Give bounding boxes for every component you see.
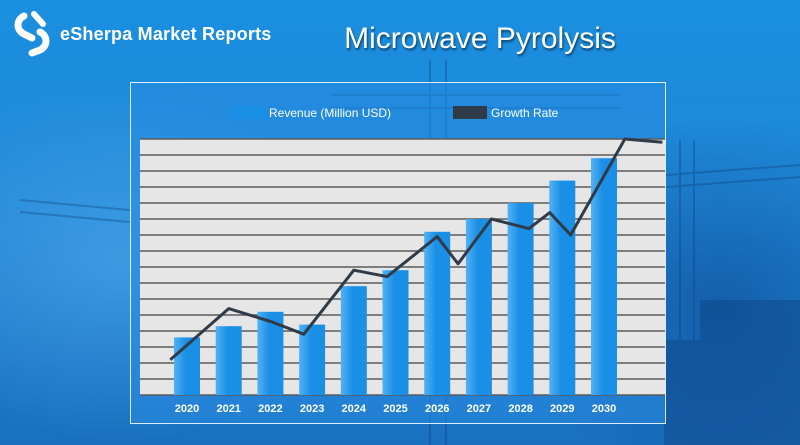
x-tick-label-2024: 2024	[342, 403, 367, 415]
brand-name: eSherpa Market Reports	[60, 23, 272, 44]
x-tick-label-2025: 2025	[383, 403, 407, 415]
legend-label-growth: Growth Rate	[491, 106, 559, 120]
bar-2024	[340, 286, 367, 395]
chart-title: Microwave Pyrolysis	[344, 22, 616, 55]
bar-2030	[591, 158, 617, 395]
bar-2028	[507, 203, 534, 395]
x-tick-label-2030: 2030	[592, 403, 616, 415]
bar-2029	[549, 180, 576, 395]
bar-2025	[382, 270, 409, 395]
esherpa-logo-icon	[14, 11, 50, 57]
x-tick-label-2023: 2023	[300, 403, 324, 415]
legend-swatch-growth	[453, 106, 487, 119]
growth-rate-line	[169, 137, 663, 361]
legend-label-revenue: Revenue (Million USD)	[269, 106, 391, 120]
chart-frame: 2020 2021 2022 2023 2024 2025 2026 2027 2028 2029…	[130, 82, 666, 424]
x-tick-label-2020: 2020	[175, 403, 199, 415]
bar-2026	[424, 231, 451, 395]
bar-2021	[215, 326, 242, 395]
bar-2023	[299, 324, 326, 395]
bar-2027	[465, 219, 492, 395]
x-tick-label-2029: 2029	[550, 403, 574, 415]
brand-logo[interactable]: eSherpa Market Reports	[10, 10, 271, 58]
x-tick-label-2028: 2028	[508, 403, 532, 415]
x-tick-label-2027: 2027	[467, 403, 491, 415]
x-tick-label-2026: 2026	[425, 403, 449, 415]
legend-swatch-revenue	[231, 106, 265, 119]
x-tick-label-2022: 2022	[258, 403, 282, 415]
chart-svg: 2020 2021 2022 2023 2024 2025 2026 2027 2028 2029…	[140, 106, 665, 415]
x-tick-label-2021: 2021	[216, 403, 240, 415]
